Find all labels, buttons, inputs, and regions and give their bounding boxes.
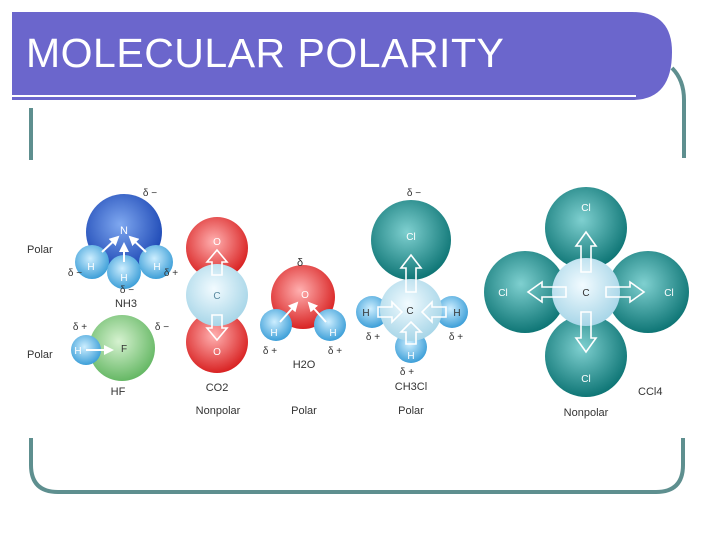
atom-label: C — [406, 306, 413, 317]
nh3-molecule: N H H H δ − δ − δ + δ − NH3 Polar — [27, 188, 178, 310]
partial-charge: δ + — [164, 268, 178, 279]
partial-charge: δ — [297, 257, 303, 269]
hydrogen-atom — [436, 296, 468, 328]
atom-label: H — [329, 328, 336, 339]
carbon-atom — [380, 279, 442, 341]
hydrogen-atom — [75, 245, 109, 279]
oxygen-atom — [186, 217, 248, 279]
oxygen-atom — [186, 311, 248, 373]
atom-label: O — [301, 290, 309, 301]
h2o-molecule: O H H δ δ + δ + H2O Polar — [260, 257, 346, 417]
ch3cl-molecule: Cl C H H H δ − δ + δ + δ + CH3Cl Polar — [356, 188, 468, 417]
atom-label: H — [153, 262, 160, 273]
hf-molecule: H F δ + δ − HF Polar — [27, 315, 169, 398]
molecule-formula: CCl4 — [638, 386, 662, 398]
chlorine-atom — [545, 187, 627, 269]
page-title: MOLECULAR POLARITY — [26, 30, 505, 76]
atom-label: C — [582, 288, 589, 299]
carbon-atom — [552, 258, 620, 326]
atom-label: H — [270, 328, 277, 339]
partial-charge: δ − — [407, 188, 421, 199]
atom-label: Cl — [581, 203, 590, 214]
atom-label: O — [213, 347, 221, 358]
chlorine-atom — [545, 315, 627, 397]
molecule-formula: HF — [111, 386, 126, 398]
atom-label: H — [120, 273, 127, 284]
atom-label: H — [87, 262, 94, 273]
atom-label: Cl — [498, 288, 507, 299]
atom-label: C — [213, 291, 220, 302]
molecule-formula: CH3Cl — [395, 381, 427, 393]
partial-charge: δ − — [143, 188, 157, 199]
polarity-label: Nonpolar — [196, 405, 241, 417]
partial-charge: δ + — [449, 332, 463, 343]
polarity-label: Nonpolar — [564, 407, 609, 419]
partial-charge: δ + — [328, 346, 342, 357]
chlorine-atom — [484, 251, 566, 333]
title-bar — [12, 12, 672, 100]
atom-label: N — [120, 225, 128, 237]
atom-label: Cl — [581, 374, 590, 385]
atom-label: Cl — [406, 232, 415, 243]
partial-charge: δ + — [73, 322, 87, 333]
nitrogen-atom — [86, 194, 162, 270]
atom-label: H — [362, 308, 369, 319]
atom-label: H — [453, 308, 460, 319]
partial-charge: δ − — [155, 322, 169, 333]
polarity-label: Polar — [398, 405, 424, 417]
co2-molecule: O C O CO2 Nonpolar — [186, 217, 248, 417]
partial-charge: δ − — [120, 285, 134, 296]
molecule-formula: NH3 — [115, 298, 137, 310]
hydrogen-atom — [356, 296, 388, 328]
polarity-label: Polar — [291, 405, 317, 417]
hydrogen-atom — [107, 255, 141, 289]
molecule-formula: CO2 — [206, 382, 229, 394]
atom-label: O — [213, 237, 221, 248]
hydrogen-atom — [139, 245, 173, 279]
molecule-formula: H2O — [293, 359, 316, 371]
ccl4-molecule: Cl Cl Cl Cl C CCl4 Nonpolar — [484, 187, 689, 419]
partial-charge: δ + — [263, 346, 277, 357]
polarity-label: Polar — [27, 349, 53, 361]
atom-label: F — [121, 344, 127, 355]
chlorine-atom — [371, 200, 451, 280]
carbon-atom — [186, 264, 248, 326]
atom-label: H — [407, 351, 414, 362]
fluorine-atom — [89, 315, 155, 381]
polarity-label: Polar — [27, 244, 53, 256]
atom-label: H — [74, 346, 81, 357]
atom-label: Cl — [664, 288, 673, 299]
partial-charge: δ + — [400, 367, 414, 378]
partial-charge: δ + — [366, 332, 380, 343]
partial-charge: δ − — [68, 268, 82, 279]
chlorine-atom — [607, 251, 689, 333]
